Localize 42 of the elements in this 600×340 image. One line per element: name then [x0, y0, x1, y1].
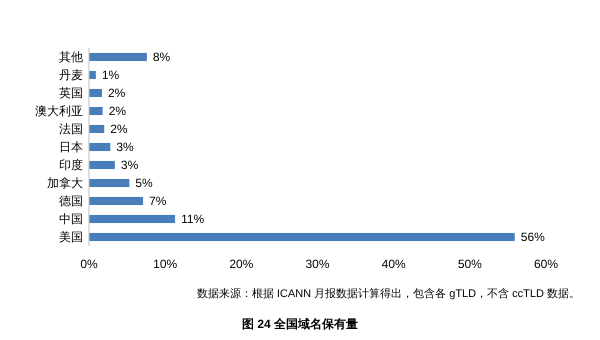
bar — [89, 196, 144, 206]
bar — [89, 88, 102, 98]
data-label: 2% — [110, 122, 128, 136]
x-tick-label: 20% — [229, 257, 254, 271]
bar — [89, 70, 96, 80]
data-label: 7% — [149, 194, 167, 208]
y-tick-label: 加拿大 — [47, 176, 83, 190]
y-tick-label: 德国 — [59, 194, 83, 208]
x-tick-label: 10% — [153, 257, 178, 271]
x-tick-label: 0% — [80, 257, 98, 271]
x-tick-label: 60% — [534, 257, 558, 271]
data-label: 2% — [108, 86, 126, 100]
bar — [89, 160, 115, 170]
data-label: 2% — [108, 104, 126, 118]
bar — [89, 124, 104, 134]
bar — [89, 178, 130, 188]
y-tick-label: 其他 — [59, 50, 83, 64]
bar — [89, 214, 176, 224]
data-label: 5% — [135, 176, 154, 190]
text: 图 24 全国域名保有量 — [242, 317, 358, 331]
bar — [89, 232, 515, 242]
y-tick-label: 澳大利亚 — [35, 104, 83, 118]
data-label: 3% — [120, 158, 139, 172]
source-note: 数据来源：根据 ICANN 月报数据计算得出，包含各 gTLD，不含 ccTLD 数据。 — [196, 287, 580, 300]
data-label: 3% — [116, 140, 134, 154]
y-tick-label: 美国 — [59, 230, 83, 244]
y-tick-label: 日本 — [59, 140, 83, 154]
data-label: 11% — [181, 212, 205, 226]
bar — [89, 52, 147, 62]
bar — [89, 106, 103, 116]
y-tick-label: 英国 — [59, 86, 83, 100]
y-tick-label: 法国 — [59, 122, 83, 136]
y-tick-label: 中国 — [59, 212, 83, 226]
data-label: 56% — [520, 230, 546, 244]
x-tick-label: 30% — [305, 257, 330, 271]
x-tick-label: 50% — [458, 257, 482, 271]
bar — [89, 142, 110, 152]
x-tick-label: 40% — [382, 257, 406, 271]
y-tick-label: 印度 — [59, 158, 83, 172]
y-tick-label: 丹麦 — [59, 68, 83, 82]
data-label: 8% — [152, 50, 171, 64]
data-label: 1% — [102, 68, 120, 82]
